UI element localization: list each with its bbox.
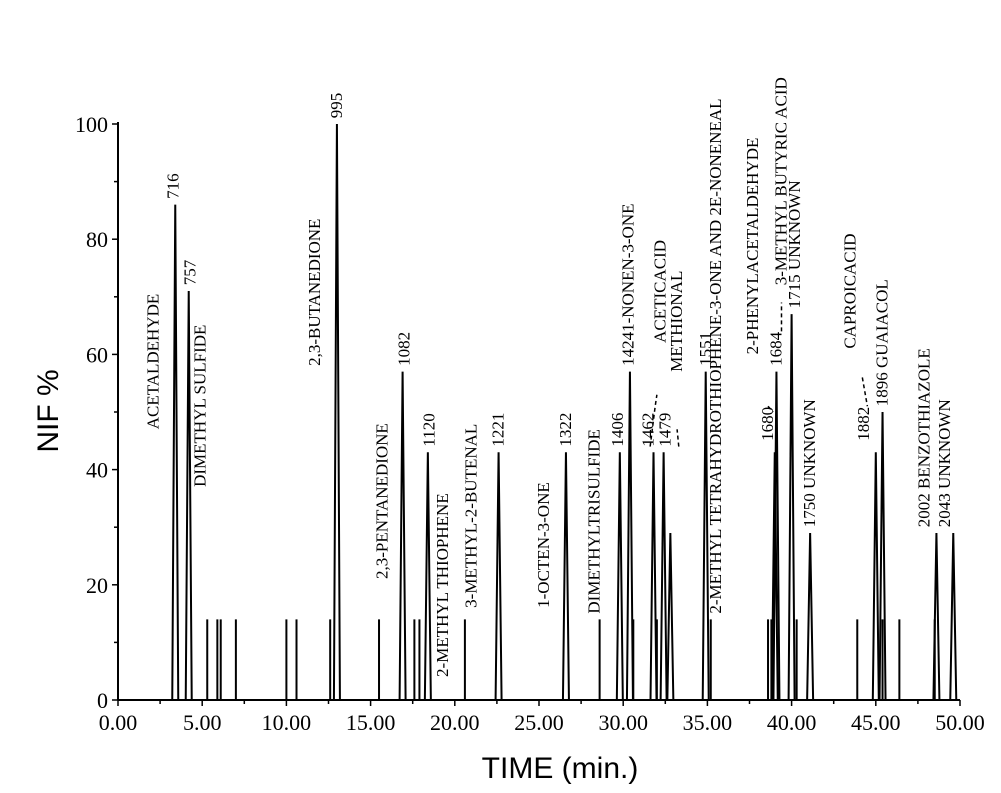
peak-label: 1684 [766,331,785,366]
peak [772,371,781,701]
peak-label: 2,3-PENTANEDIONE [372,423,391,579]
peak-label: ACETICACID [650,240,669,343]
peak [932,532,941,701]
peak-label: 1551 [696,332,715,366]
peak [659,452,668,701]
x-tick-label: 5.00 [183,710,222,735]
leader-line [767,405,774,413]
peak-label: 1715 UNKNOWN [785,180,804,308]
peak [871,452,880,701]
peak [615,452,624,701]
peak-label: DIMETHYL SULFIDE [191,325,210,487]
axes [117,122,960,701]
peak [649,452,658,701]
peak-label: 757 [180,259,199,285]
peak-label: 1462 [639,413,658,447]
peak [171,204,180,701]
y-tick-label: 0 [97,688,108,713]
x-tick-label: 30.00 [598,710,648,735]
peak-labels: 716 ACETALDEHYDE 757 DIMETHYL SULFIDE 2,3-BU… [143,77,953,677]
leader-lines [649,302,869,447]
x-tick-label: 35.00 [683,710,733,735]
x-ticks: 0.00 5.00 10.00 15.00 20.00 25.00 30.00 35.00 40… [99,700,985,735]
peak-label: CAPROICACID [841,233,860,348]
peak [878,411,887,701]
peak-label: 2,3-BUTANEDIONE [305,219,324,366]
minor-peaks [206,619,936,700]
x-tick-label: 0.00 [99,710,138,735]
peak-label: 1680 [758,407,777,441]
peak [625,371,634,701]
y-tick-label: 80 [86,227,108,252]
peak-label: 3-METHYL-2-BUTENAL [462,424,481,608]
peak-label: 2-METHYL TETRAHYDROTHIOPHENE-3-ONE AND 2… [706,98,725,613]
x-tick-label: 45.00 [851,710,901,735]
peak-label: 1750 UNKNOWN [800,399,819,527]
y-tick-label: 100 [75,112,108,137]
x-tick-label: 40.00 [767,710,817,735]
peak [701,371,710,701]
peak [787,314,796,701]
peak-label: 1-OCTEN-3-ONE [534,482,553,608]
peak-label: 1322 [556,413,575,447]
peak-label: 1082 [394,332,413,366]
y-tick-label: 60 [86,342,108,367]
peak [184,291,193,701]
peak-label: 2002 BENZOTHIAZOLE [915,348,934,527]
leader-line [676,429,680,447]
y-axis-title: NIF % [32,369,65,452]
peak [398,371,407,701]
peak-label: 1120 [420,413,439,446]
peak-label: 1882 [854,407,873,441]
peak-label: METHIONAL [667,271,686,372]
peak-label: 716 [164,173,183,199]
peak-label: 1221 [489,413,508,447]
peak [806,532,815,701]
peak-label: 1406 [608,413,627,447]
y-tick-label: 40 [86,458,108,483]
x-axis-title: TIME (min.) [482,752,639,785]
peak-label: DIMETHYLTRISULFIDE [585,429,604,613]
peak-label: 14241-NONEN-3-ONE [618,203,637,365]
peak [332,123,341,701]
x-tick-label: 25.00 [514,710,564,735]
x-tick-label: 10.00 [262,710,312,735]
peak [494,452,503,701]
peak [949,532,958,701]
x-tick-label: 20.00 [430,710,480,735]
peak-label: 995 [327,93,346,119]
x-tick-label: 15.00 [346,710,396,735]
peak-label: 1479 [655,413,674,447]
y-tick-label: 20 [86,573,108,598]
peak [423,452,432,701]
peak [666,532,675,701]
peak-label: 2-PHENYLACETALDEHYDE [743,138,762,355]
x-tick-label: 50.00 [935,710,985,735]
peak-label: 1896 GUAIACOL [873,279,892,406]
y-ticks: 0 20 40 60 80 100 [75,112,118,713]
leader-line [861,377,869,407]
peak-label: ACETALDEHYDE [143,294,162,430]
peak-label: 3-METHYL BUTYRIC ACID [772,77,791,285]
peak-label: 2043 UNKNOWN [935,399,954,527]
peaks [171,123,958,701]
peak-label: 2-METHYL THIOPHENE [433,493,452,677]
peak [561,452,570,701]
